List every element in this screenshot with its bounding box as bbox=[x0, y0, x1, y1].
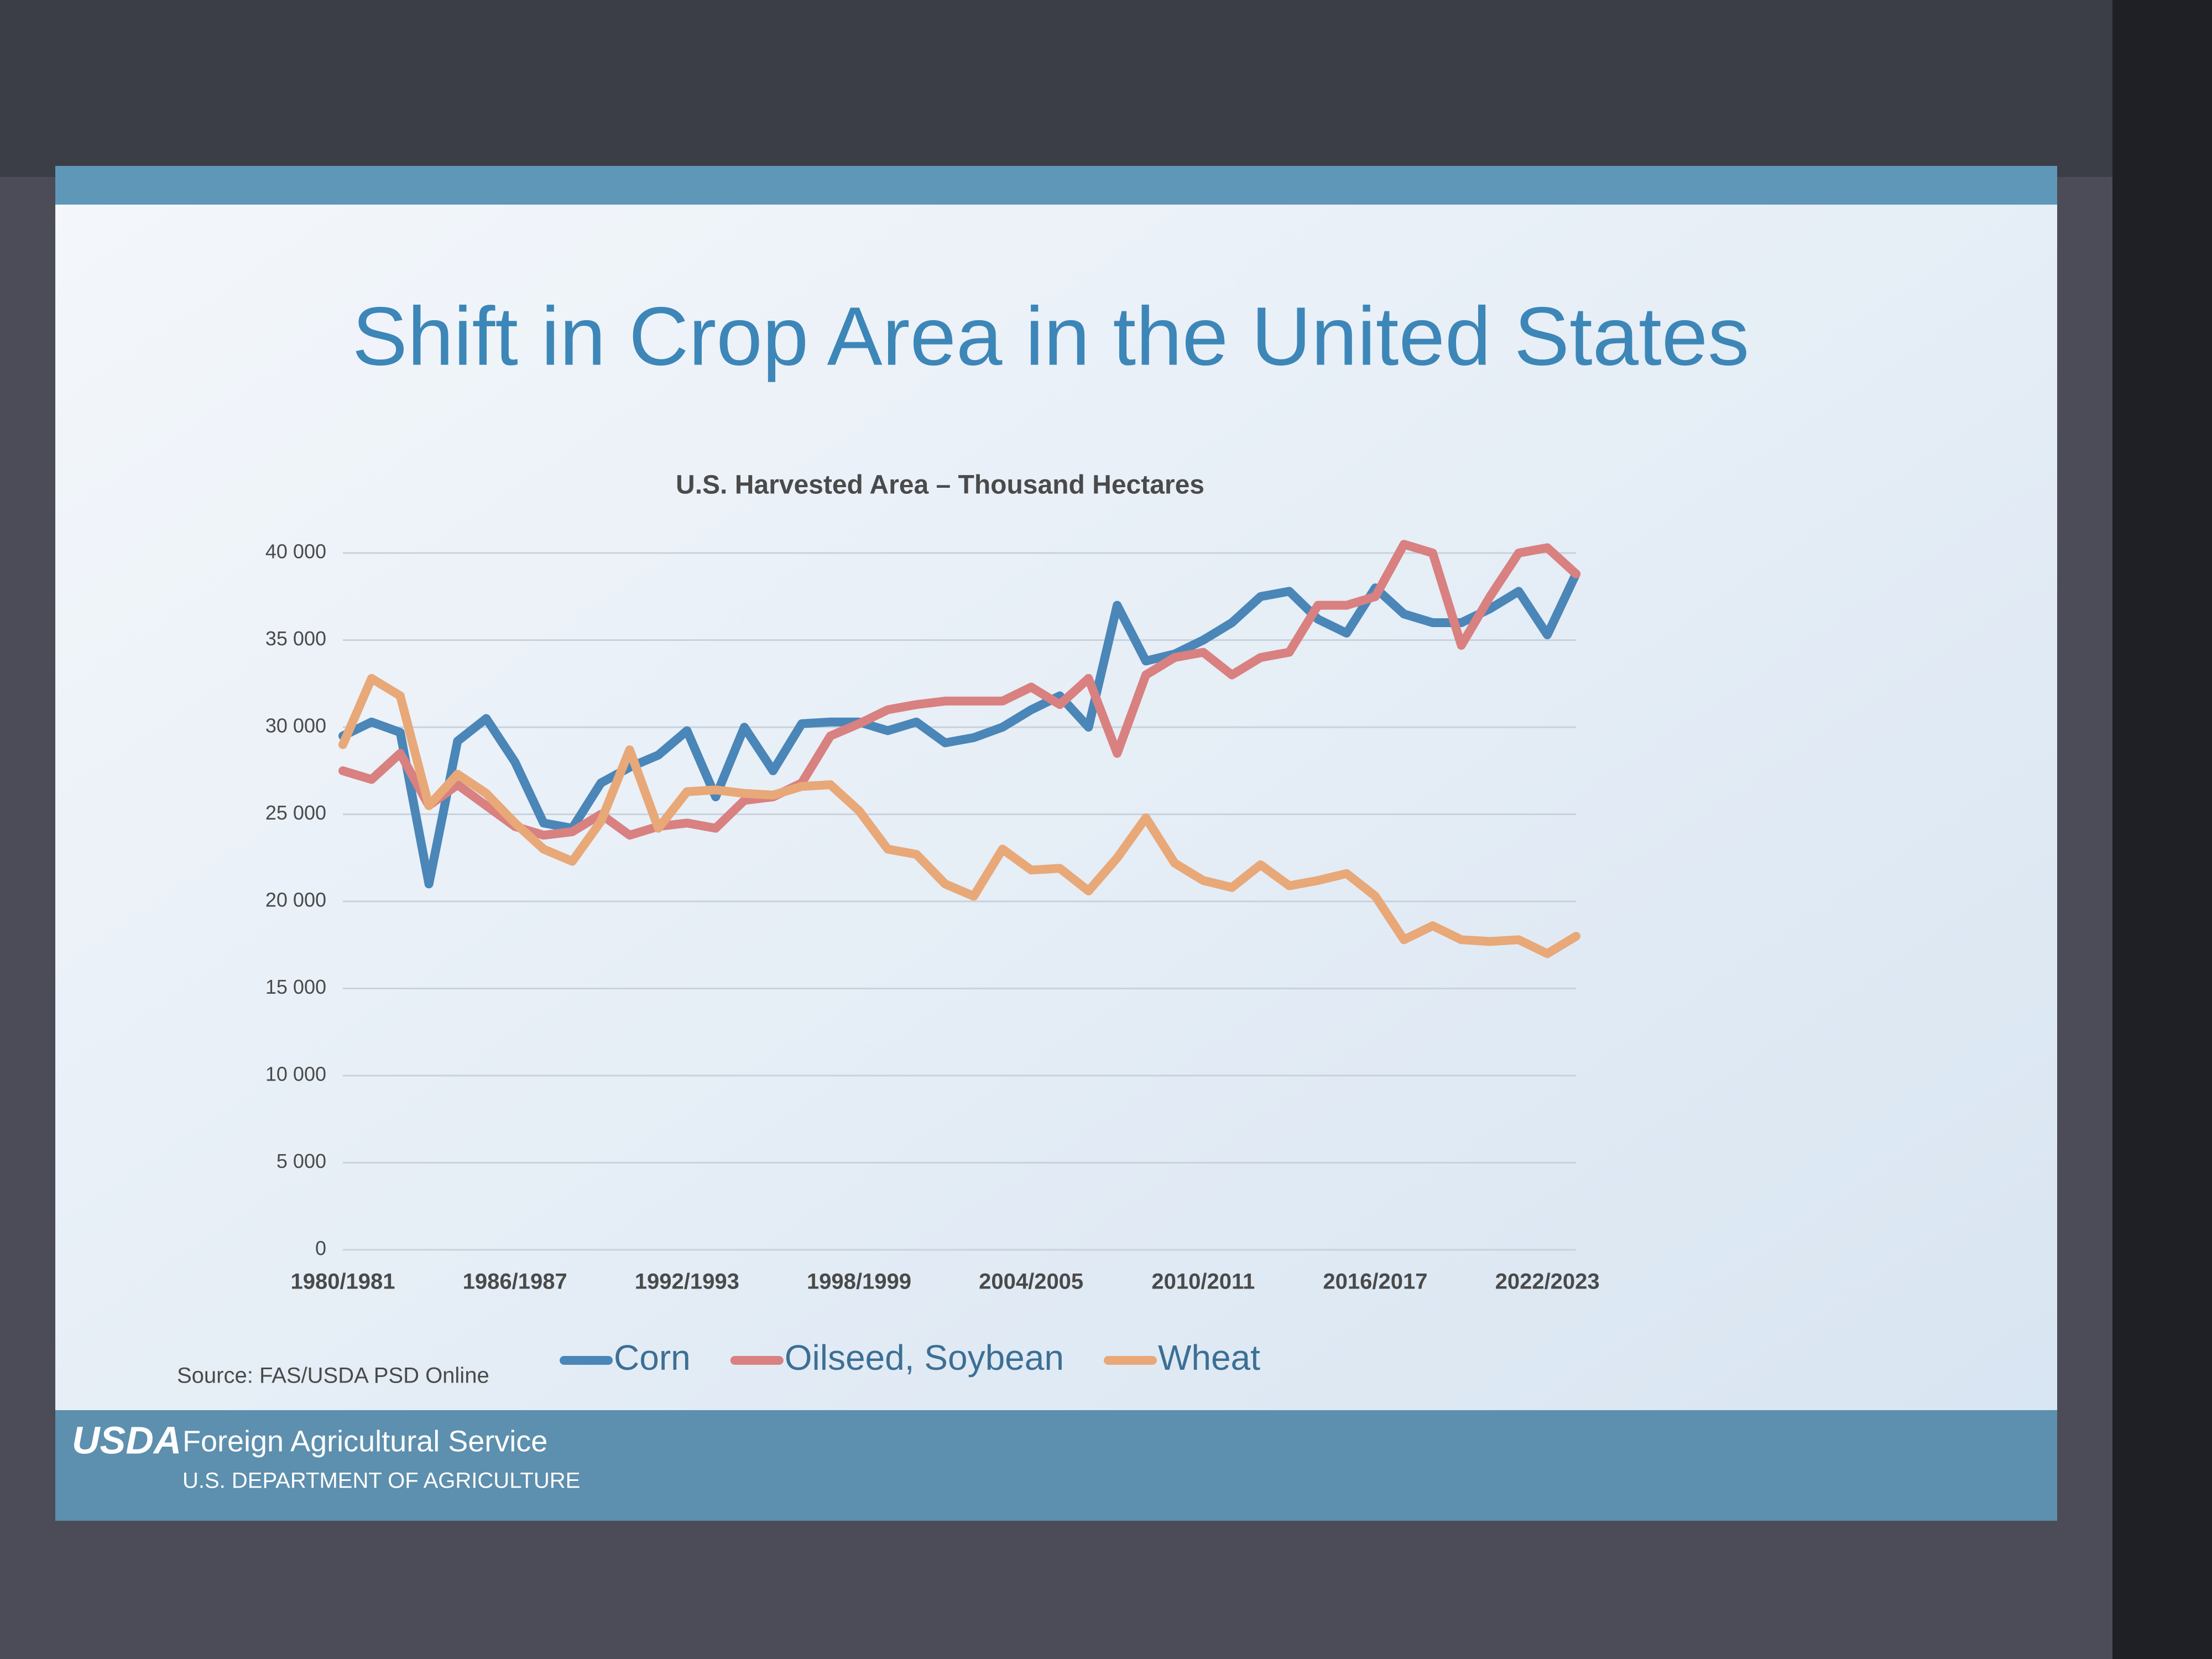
y-tick-label: 15 000 bbox=[265, 975, 326, 998]
y-tick-label: 40 000 bbox=[265, 540, 326, 563]
x-tick-label: 2004/2005 bbox=[979, 1270, 1083, 1294]
y-tick-label: 35 000 bbox=[265, 627, 326, 650]
x-tick-label: 2010/2011 bbox=[1151, 1270, 1255, 1294]
x-tick-label: 2016/2017 bbox=[1323, 1270, 1427, 1294]
chart-subtitle: U.S. Harvested Area – Thousand Hectares bbox=[676, 471, 1204, 500]
series-line bbox=[338, 674, 1580, 958]
y-tick-label: 25 000 bbox=[265, 801, 326, 824]
slide bbox=[55, 166, 2057, 1521]
y-tick-label: 10 000 bbox=[265, 1063, 326, 1086]
footer-department: U.S. DEPARTMENT OF AGRICULTURE bbox=[182, 1469, 580, 1493]
series-line bbox=[338, 540, 1580, 840]
legend-label: Oilseed, Soybean bbox=[785, 1338, 1064, 1378]
x-tick-label: 2022/2023 bbox=[1495, 1270, 1600, 1294]
ceiling bbox=[0, 0, 2212, 177]
legend-label: Wheat bbox=[1158, 1338, 1260, 1378]
legend-label: Corn bbox=[614, 1338, 691, 1378]
x-tick-label: 1986/1987 bbox=[463, 1270, 567, 1294]
slide-top-band bbox=[55, 166, 2057, 205]
x-tick-label: 1998/1999 bbox=[807, 1270, 911, 1294]
source-note: Source: FAS/USDA PSD Online bbox=[177, 1364, 489, 1388]
y-tick-label: 30 000 bbox=[265, 714, 326, 737]
footer-band bbox=[55, 1410, 2057, 1521]
chart-title: Shift in Crop Area in the United States bbox=[352, 290, 1749, 383]
footer-agency: Foreign Agricultural Service bbox=[182, 1425, 547, 1458]
footer-logo: USDA bbox=[72, 1418, 181, 1462]
wall-edge bbox=[2112, 0, 2212, 1659]
y-tick-label: 5 000 bbox=[276, 1150, 326, 1172]
y-tick-label: 20 000 bbox=[265, 889, 326, 911]
x-tick-label: 1992/1993 bbox=[635, 1270, 739, 1294]
y-tick-label: 0 bbox=[315, 1237, 326, 1260]
x-tick-label: 1980/1981 bbox=[290, 1270, 395, 1294]
